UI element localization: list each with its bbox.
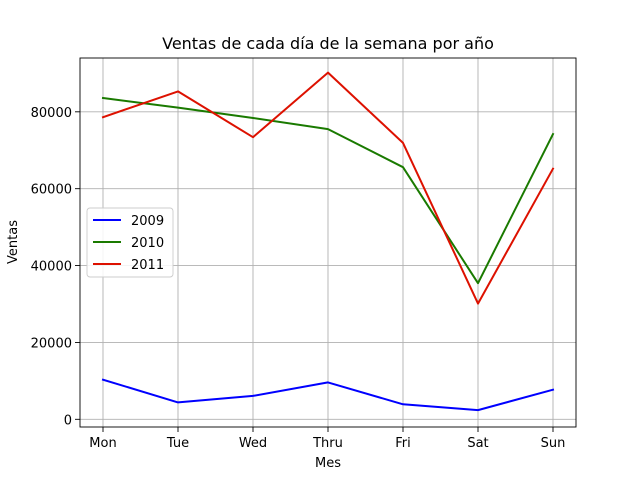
- x-axis-label: Mes: [315, 456, 341, 471]
- series-line-2011: [101, 71, 555, 305]
- series-lines: [101, 71, 555, 412]
- x-tick-label: Fri: [395, 436, 411, 451]
- legend-box: [86, 207, 174, 278]
- x-axis-ticks: Mon Tue Wed Thru Fri Sat Sun: [89, 427, 565, 451]
- grid-lines: [80, 58, 576, 427]
- x-tick-label: Mon: [89, 436, 116, 451]
- x-tick-label: Sat: [467, 436, 488, 451]
- chart-title: Ventas de cada día de la semana por año: [162, 34, 494, 53]
- x-tick-label: Sun: [541, 436, 566, 451]
- x-tick-label: Tue: [166, 436, 189, 451]
- y-tick-label: 20000: [31, 336, 72, 351]
- y-tick-label: 40000: [31, 260, 72, 275]
- legend: 2009 2010 2011: [86, 207, 174, 278]
- legend-label-2009: 2009: [131, 214, 164, 229]
- x-tick-label: Wed: [239, 436, 267, 451]
- legend-label-2010: 2010: [131, 236, 164, 251]
- y-axis-ticks: 0 20000 40000 60000 80000: [31, 106, 80, 428]
- y-axis-label: Ventas: [6, 220, 21, 264]
- y-tick-label: 0: [64, 413, 72, 428]
- legend-label-2011: 2011: [131, 258, 164, 273]
- y-tick-label: 80000: [31, 106, 72, 121]
- series-line-2009: [101, 378, 555, 412]
- x-tick-label: Thru: [312, 436, 343, 451]
- y-tick-label: 60000: [31, 183, 72, 198]
- series-line-2010: [101, 96, 555, 285]
